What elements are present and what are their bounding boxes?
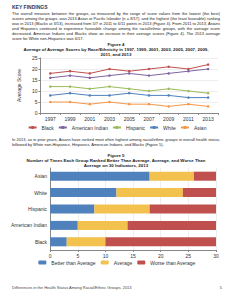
svg-text:20: 20 bbox=[32, 66, 38, 72]
svg-text:1999: 1999 bbox=[64, 116, 75, 122]
svg-text:20: 20 bbox=[158, 253, 164, 259]
svg-text:Black: Black bbox=[42, 125, 55, 131]
svg-text:Average: Average bbox=[114, 260, 133, 266]
svg-text:2009: 2009 bbox=[163, 116, 174, 122]
svg-text:White: White bbox=[163, 125, 176, 131]
svg-text:White: White bbox=[34, 190, 47, 196]
svg-text:American Indian: American Indian bbox=[72, 125, 108, 131]
svg-text:5: 5 bbox=[35, 99, 38, 105]
svg-text:2001: 2001 bbox=[84, 116, 95, 122]
svg-text:Average Score: Average Score bbox=[16, 69, 22, 102]
svg-text:Worse than Average: Worse than Average bbox=[150, 260, 195, 266]
svg-text:2011: 2011 bbox=[183, 116, 194, 122]
svg-text:Black: Black bbox=[35, 239, 48, 245]
svg-text:2013: 2013 bbox=[203, 116, 214, 122]
svg-text:15: 15 bbox=[32, 77, 38, 83]
svg-text:American Indian: American Indian bbox=[11, 222, 47, 228]
svg-text:30: 30 bbox=[213, 253, 219, 259]
svg-text:0: 0 bbox=[35, 110, 38, 116]
svg-text:0: 0 bbox=[49, 253, 52, 259]
svg-text:5: 5 bbox=[76, 253, 79, 259]
svg-text:15: 15 bbox=[130, 253, 136, 259]
svg-text:2005: 2005 bbox=[124, 116, 135, 122]
svg-text:2007: 2007 bbox=[143, 116, 154, 122]
svg-text:Asian: Asian bbox=[194, 125, 207, 131]
svg-text:25: 25 bbox=[186, 253, 192, 259]
svg-text:Better than Average: Better than Average bbox=[51, 260, 95, 266]
svg-text:Asian: Asian bbox=[35, 173, 48, 179]
svg-text:2003: 2003 bbox=[104, 116, 115, 122]
svg-text:10: 10 bbox=[32, 88, 38, 94]
svg-text:Hispanic: Hispanic bbox=[126, 125, 146, 131]
svg-text:Hispanic: Hispanic bbox=[28, 206, 48, 212]
svg-text:25: 25 bbox=[32, 55, 38, 61]
svg-text:1997: 1997 bbox=[45, 116, 56, 122]
svg-text:10: 10 bbox=[103, 253, 109, 259]
